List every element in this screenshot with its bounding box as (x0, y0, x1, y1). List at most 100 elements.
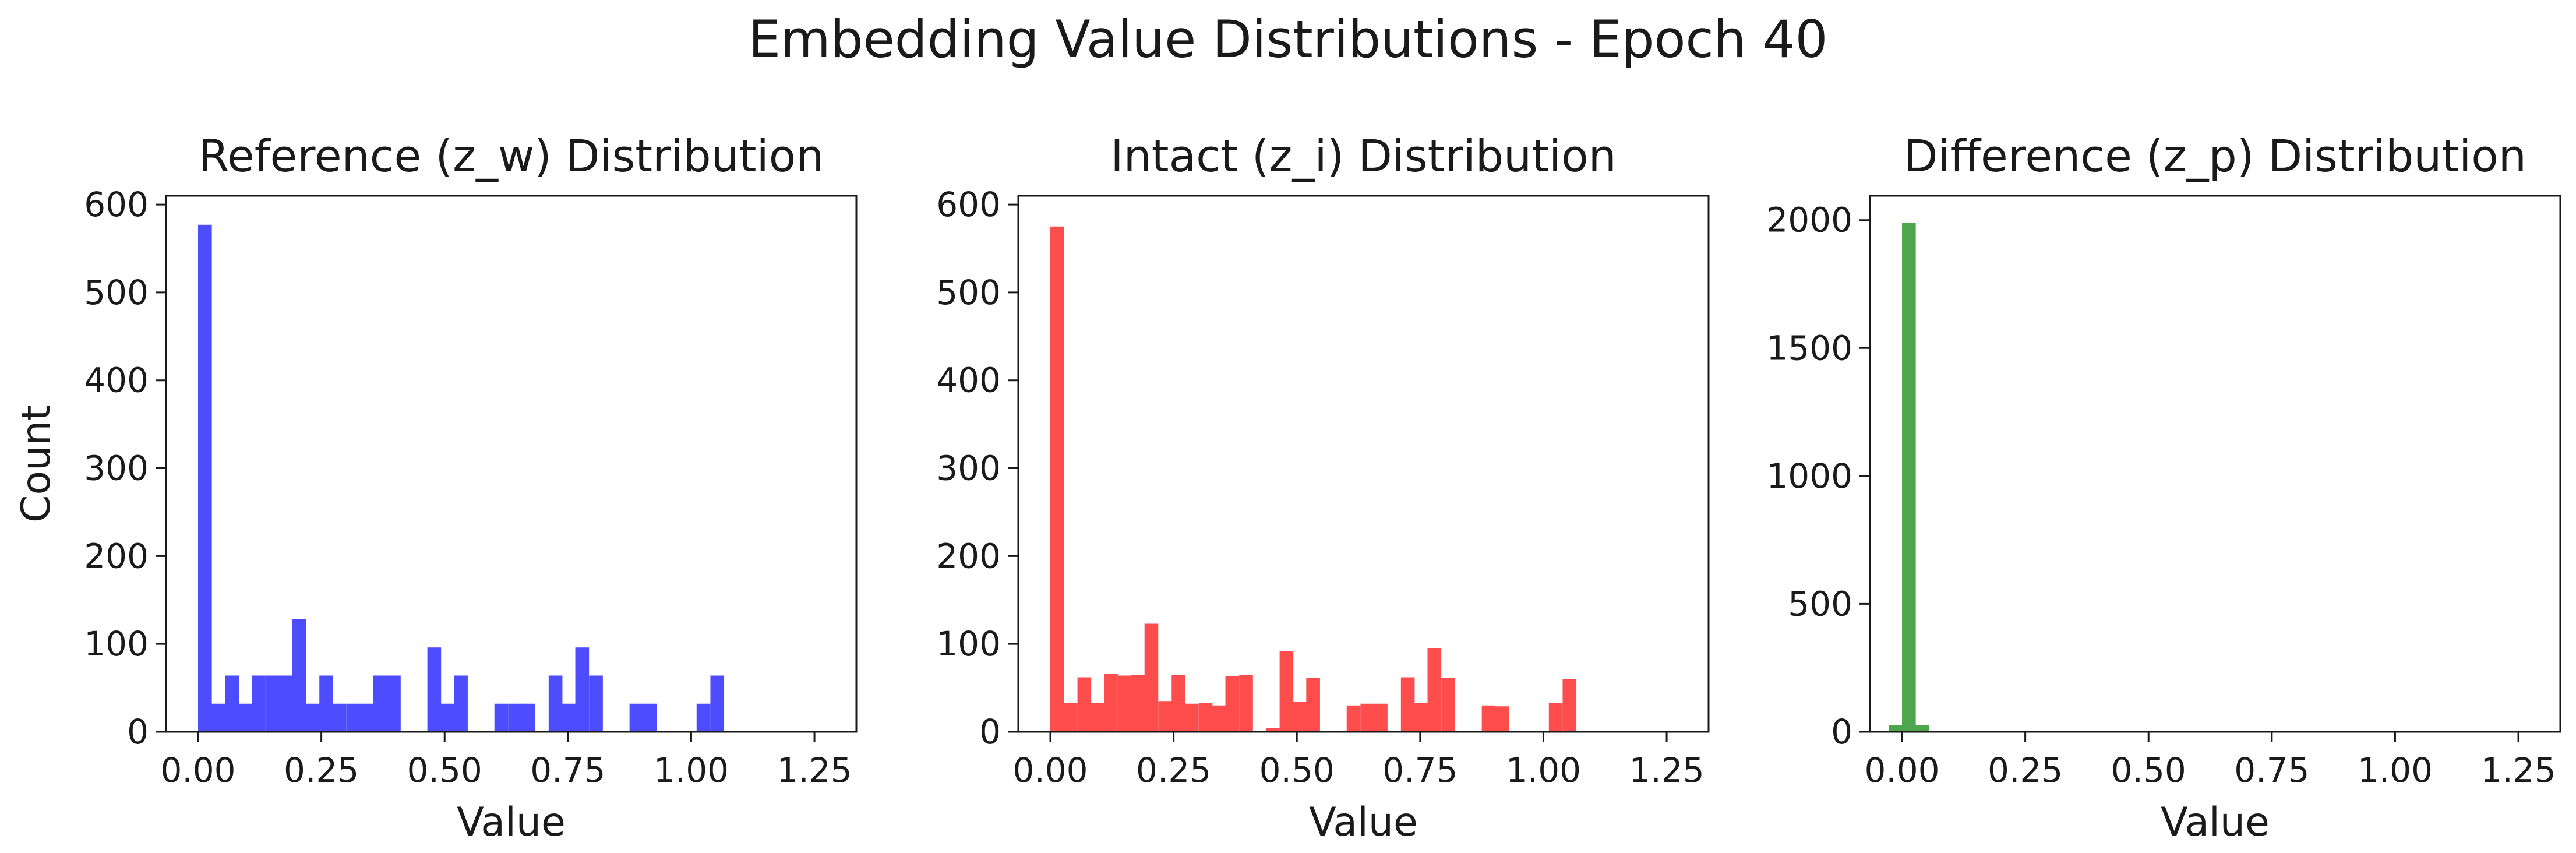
y-tick-label: 600 (84, 185, 149, 224)
panel-title: Reference (z_w) Distribution (199, 130, 824, 182)
x-tick-label: 0.25 (1136, 750, 1211, 790)
histogram-bar (1131, 674, 1145, 732)
histogram-bar (1158, 701, 1172, 732)
x-tick-label: 0.50 (2111, 750, 2186, 790)
x-axis-label: Value (457, 799, 566, 845)
figure-title: Embedding Value Distributions - Epoch 40 (748, 9, 1828, 69)
x-tick-label: 0.00 (160, 750, 235, 790)
axes-frame (165, 195, 858, 733)
x-tick-label: 0.75 (1382, 750, 1458, 790)
y-tick-label: 0 (127, 712, 149, 752)
panel-title: Intact (z_i) Distribution (1110, 130, 1617, 182)
histogram-bar (1441, 678, 1455, 732)
histogram-bar (562, 703, 576, 732)
histogram-bar (1144, 623, 1159, 732)
histogram-bar (1346, 705, 1361, 732)
y-tick-label: 500 (936, 273, 1001, 312)
histogram-bar (1091, 703, 1105, 732)
histogram-bar (1185, 703, 1199, 732)
histogram-bar (643, 703, 657, 732)
x-tick-label: 0.50 (407, 750, 482, 790)
y-tick-label: 2000 (1766, 200, 1852, 240)
histogram-bar (575, 647, 590, 732)
histogram-bar (1171, 674, 1185, 732)
y-axis-label: Count (13, 405, 59, 523)
histogram-bar (1063, 703, 1078, 732)
histogram-bar (1481, 705, 1496, 732)
histogram-bar (696, 703, 711, 732)
histogram-bar (710, 675, 725, 732)
histogram-bar (494, 703, 509, 732)
histogram-bar (225, 675, 239, 732)
histogram-bar (427, 647, 442, 732)
histogram-bar (1495, 706, 1509, 732)
histogram-bar (1915, 725, 1929, 732)
y-tick-label: 100 (936, 624, 1001, 664)
histogram-bar (1306, 678, 1320, 732)
x-tick-label: 1.00 (654, 750, 729, 790)
x-tick-label: 0.00 (1864, 750, 1939, 790)
y-tick-label: 200 (936, 536, 1001, 576)
histogram-bar (1225, 676, 1240, 732)
histogram-bar (440, 703, 455, 732)
histogram-bar (1414, 703, 1428, 732)
y-tick-label: 500 (84, 273, 149, 312)
x-tick-label: 0.50 (1259, 750, 1335, 790)
histogram-bar (1293, 702, 1307, 732)
histogram-bar (1902, 223, 1916, 732)
histogram-bar (306, 703, 320, 732)
histogram-bar (589, 675, 603, 732)
histogram-bar (1117, 675, 1132, 732)
histogram-bar (373, 675, 387, 732)
histogram-bar (1400, 677, 1415, 732)
y-tick-label: 200 (84, 536, 149, 576)
x-tick-label: 1.00 (2358, 750, 2433, 790)
y-tick-label: 300 (936, 449, 1001, 488)
histogram-bar (265, 675, 280, 732)
x-tick-label: 0.25 (1988, 750, 2063, 790)
histogram-bar (1374, 703, 1388, 732)
histogram-bar (333, 703, 347, 732)
y-tick-label: 300 (84, 449, 149, 488)
histogram-bar (1077, 677, 1092, 732)
histogram-bar (1050, 226, 1064, 732)
histogram-bar (1198, 703, 1213, 732)
y-tick-label: 400 (84, 361, 149, 400)
x-tick-label: 0.00 (1012, 750, 1088, 790)
histogram-bar (629, 703, 644, 732)
histogram-bar (1104, 674, 1118, 732)
y-tick-label: 600 (936, 185, 1001, 224)
histogram-bar (548, 675, 563, 732)
x-tick-label: 1.25 (2480, 750, 2556, 790)
histogram-bar (359, 703, 374, 732)
histogram-bar (521, 703, 535, 732)
histogram-bar (387, 675, 401, 732)
x-tick-label: 0.75 (2234, 750, 2309, 790)
histogram-bar (1212, 705, 1226, 732)
histogram-bar (1889, 725, 1903, 732)
histogram-bar (1279, 651, 1294, 732)
histogram-bar (1427, 648, 1442, 732)
histogram-bar (292, 619, 306, 732)
y-tick-label: 100 (84, 624, 149, 664)
histogram-bar (508, 703, 523, 732)
y-tick-label: 0 (1831, 712, 1852, 752)
x-tick-label: 1.25 (777, 750, 852, 790)
axes-frame (1017, 195, 1710, 733)
histogram-bar (278, 675, 293, 732)
histogram-bar (454, 675, 468, 732)
histogram-bar (1265, 728, 1280, 732)
y-tick-label: 400 (936, 361, 1001, 400)
histogram-bar (1239, 674, 1253, 732)
panel-title: Difference (z_p) Distribution (1904, 130, 2526, 182)
histogram-bar (211, 703, 225, 732)
x-axis-label: Value (2161, 799, 2270, 845)
y-tick-label: 0 (979, 712, 1001, 752)
histogram-bar (252, 675, 266, 732)
y-tick-label: 1500 (1766, 328, 1852, 368)
x-tick-label: 1.00 (1506, 750, 1581, 790)
histogram-bar (319, 675, 333, 732)
histogram-bar (1562, 679, 1577, 732)
